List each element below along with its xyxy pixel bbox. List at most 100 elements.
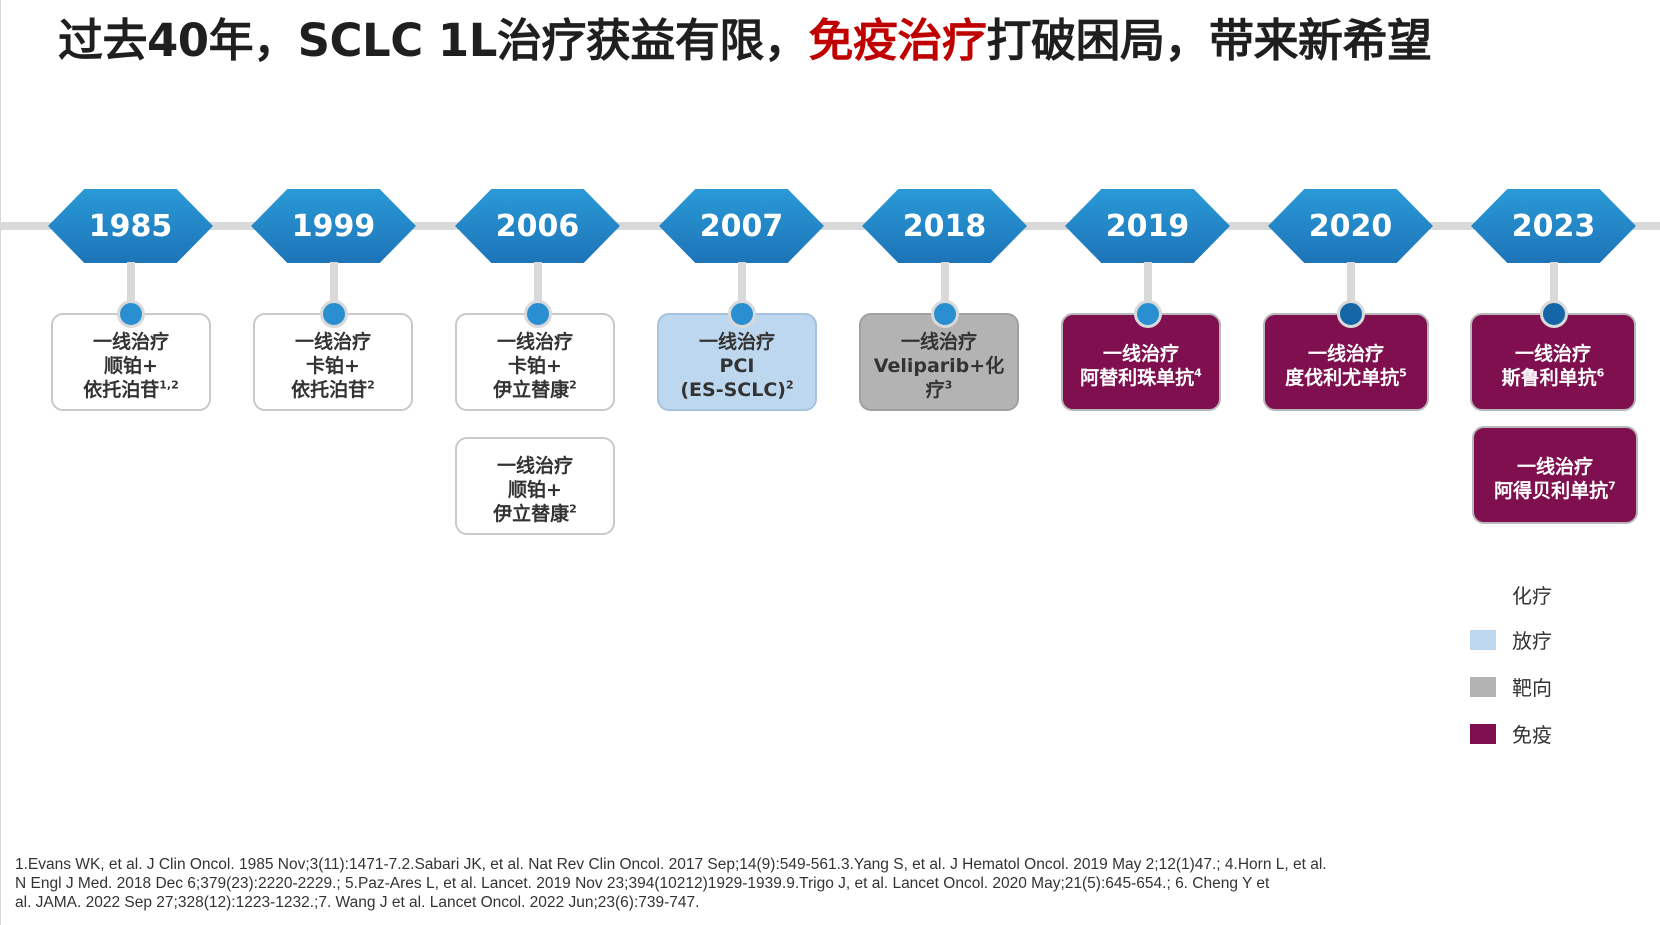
- card-text: (ES-SCLC): [680, 379, 786, 401]
- year-badge-2007: 2007: [659, 189, 824, 263]
- legend-item-radiotherapy: 放疗: [1470, 625, 1552, 654]
- title-part-2: 打破困局，带来新希望: [986, 14, 1432, 67]
- reference-line: N Engl J Med. 2018 Dec 6;379(23):2220-22…: [15, 875, 1270, 892]
- timeline-node-dot: [1134, 300, 1162, 328]
- legend-label: 化疗: [1512, 584, 1552, 608]
- treatment-card-2023-a: 一线治疗 斯鲁利单抗6: [1470, 313, 1636, 411]
- left-border: [0, 0, 1, 925]
- legend-swatch: [1470, 676, 1496, 697]
- connector: [941, 262, 949, 312]
- legend-swatch: [1470, 584, 1496, 605]
- reference-line: al. JAMA. 2022 Sep 27;328(12):1223-1232.…: [15, 894, 700, 911]
- card-line: 依托泊苷2: [291, 378, 375, 402]
- title-highlight: 免疫治疗: [808, 14, 987, 67]
- card-line: 一线治疗: [1516, 456, 1593, 478]
- card-line: 卡铂+: [508, 355, 562, 377]
- treatment-card-2019: 一线治疗 阿替利珠单抗4: [1061, 313, 1221, 411]
- card-line: 一线治疗: [1514, 343, 1591, 365]
- timeline-node-dot: [524, 300, 552, 328]
- year-badge-2018: 2018: [862, 189, 1027, 263]
- connector: [1550, 262, 1558, 312]
- connector: [1144, 262, 1152, 312]
- year-badge-1985: 1985: [48, 189, 213, 263]
- timeline-node-dot: [320, 300, 348, 328]
- connector: [127, 262, 135, 312]
- card-text: 阿替利珠单抗: [1080, 367, 1195, 389]
- card-line: 一线治疗: [294, 331, 371, 353]
- reference-mark: 7: [1608, 479, 1616, 493]
- card-line: PCI: [719, 355, 755, 377]
- card-text: 依托泊苷: [83, 379, 160, 401]
- reference-mark: 1,2: [159, 378, 179, 392]
- card-text: 伊立替康: [493, 379, 570, 401]
- card-line: 伊立替康2: [493, 502, 577, 526]
- card-line: 顺铂+: [508, 479, 562, 501]
- timeline-node-dot: [1337, 300, 1365, 328]
- card-line: 阿得贝利单抗7: [1494, 479, 1616, 503]
- legend-swatch: [1470, 723, 1496, 744]
- legend-item-chemo: 化疗: [1470, 580, 1552, 609]
- legend-label: 靶向: [1512, 676, 1552, 700]
- timeline-node-dot: [728, 300, 756, 328]
- card-line: 一线治疗: [496, 331, 573, 353]
- legend-item-targeted: 靶向: [1470, 672, 1552, 701]
- references: 1.Evans WK, et al. J Clin Oncol. 1985 No…: [15, 855, 1465, 912]
- connector: [738, 262, 746, 312]
- treatment-card-2018: 一线治疗 Veliparib+化 疗3: [859, 313, 1019, 411]
- card-line: 斯鲁利单抗6: [1502, 366, 1605, 390]
- legend-label: 放疗: [1512, 629, 1552, 653]
- card-line: 卡铂+: [306, 355, 360, 377]
- connector: [330, 262, 338, 312]
- card-line: (ES-SCLC)2: [680, 378, 793, 402]
- year-badge-2020: 2020: [1268, 189, 1433, 263]
- timeline-node-dot: [1540, 300, 1568, 328]
- card-line: 一线治疗: [1307, 343, 1384, 365]
- reference-mark: 2: [785, 378, 794, 392]
- timeline-node-dot: [931, 300, 959, 328]
- card-text: 度伐利尤单抗: [1285, 367, 1400, 389]
- treatment-card-1985: 一线治疗 顺铂+ 依托泊苷1,2: [51, 313, 211, 411]
- legend-swatch: [1470, 629, 1496, 650]
- card-text: 依托泊苷: [291, 379, 368, 401]
- treatment-card-2006-a: 一线治疗 卡铂+ 伊立替康2: [455, 313, 615, 411]
- card-line: Veliparib+化: [873, 355, 1005, 377]
- card-text: 斯鲁利单抗: [1501, 367, 1597, 389]
- year-badge-2023: 2023: [1471, 189, 1636, 263]
- year-badge-2019: 2019: [1065, 189, 1230, 263]
- reference-mark: 3: [944, 378, 953, 392]
- card-line: 阿替利珠单抗4: [1080, 366, 1202, 390]
- treatment-card-2007: 一线治疗 PCI (ES-SCLC)2: [657, 313, 817, 411]
- treatment-card-2020: 一线治疗 度伐利尤单抗5: [1263, 313, 1429, 411]
- reference-mark: 6: [1596, 366, 1605, 380]
- reference-mark: 2: [569, 378, 577, 392]
- reference-mark: 2: [569, 502, 577, 516]
- connector: [534, 262, 542, 312]
- card-line: 一线治疗: [900, 331, 977, 353]
- timeline-node-dot: [117, 300, 145, 328]
- card-line: 伊立替康2: [493, 378, 577, 402]
- treatment-card-2023-b: 一线治疗 阿得贝利单抗7: [1472, 426, 1638, 524]
- treatment-card-2006-b: 一线治疗 顺铂+ 伊立替康2: [455, 437, 615, 535]
- year-badge-2006: 2006: [455, 189, 620, 263]
- card-line: 一线治疗: [698, 331, 775, 353]
- card-line: 一线治疗: [92, 331, 169, 353]
- reference-mark: 2: [367, 378, 375, 392]
- card-line: 度伐利尤单抗5: [1285, 366, 1407, 390]
- card-text: 伊立替康: [493, 503, 570, 525]
- card-line: 顺铂+: [104, 355, 158, 377]
- page-title: 过去40年，SCLC 1L治疗获益有限，免疫治疗打破困局，带来新希望: [58, 4, 1432, 69]
- card-line: 一线治疗: [1102, 343, 1179, 365]
- reference-line: 1.Evans WK, et al. J Clin Oncol. 1985 No…: [15, 856, 1327, 873]
- treatment-card-1999: 一线治疗 卡铂+ 依托泊苷2: [253, 313, 413, 411]
- card-line: 疗3: [926, 378, 953, 402]
- legend-item-immunotherapy: 免疫: [1470, 719, 1552, 748]
- title-part-1: 过去40年，SCLC 1L治疗获益有限，: [58, 14, 809, 67]
- connector: [1347, 262, 1355, 312]
- card-line: 依托泊苷1,2: [83, 378, 179, 402]
- card-text: 疗: [925, 379, 945, 401]
- reference-mark: 4: [1194, 366, 1202, 380]
- card-text: 阿得贝利单抗: [1494, 480, 1609, 502]
- card-line: 一线治疗: [496, 455, 573, 477]
- year-badge-1999: 1999: [251, 189, 416, 263]
- reference-mark: 5: [1399, 366, 1407, 380]
